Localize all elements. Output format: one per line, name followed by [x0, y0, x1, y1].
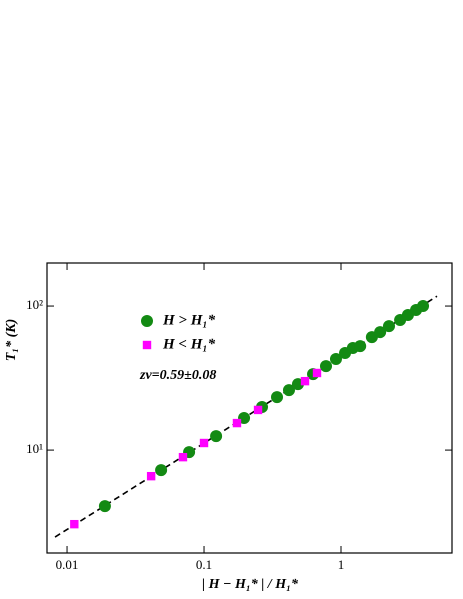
data-point — [155, 464, 168, 477]
data-point — [282, 384, 295, 397]
data-point — [329, 352, 342, 365]
y-tick-label: 10² — [26, 297, 43, 312]
x-tick-label: 0.01 — [56, 557, 79, 572]
data-point — [354, 340, 367, 353]
x-axis-label: | H − H₁* | / H₁* — [202, 577, 299, 592]
x-tick-label: 1 — [338, 557, 345, 572]
x-tick-label: 0.1 — [196, 557, 212, 572]
plot-frame — [46, 262, 453, 554]
data-point — [374, 326, 387, 339]
legend-label: H < H₁* — [162, 336, 216, 352]
data-point — [417, 300, 430, 313]
data-point — [232, 418, 242, 428]
legend-marker — [141, 315, 153, 327]
legend-label: H > H₁* — [162, 312, 216, 328]
data-point — [146, 471, 156, 481]
legend-marker — [142, 340, 152, 350]
data-point — [178, 452, 188, 462]
data-point — [271, 391, 284, 404]
data-point — [312, 368, 322, 378]
data-point — [253, 405, 263, 415]
data-point — [300, 376, 310, 386]
y-tick-label: 10¹ — [26, 441, 43, 456]
data-point — [382, 320, 395, 333]
y-axis-label: T₁* (K) — [4, 319, 19, 362]
data-point — [210, 430, 223, 443]
data-point — [70, 519, 79, 529]
data-point — [98, 500, 111, 513]
annotation: zν=0.59±0.08 — [139, 368, 216, 383]
data-point — [199, 438, 209, 448]
data-point — [319, 360, 332, 373]
